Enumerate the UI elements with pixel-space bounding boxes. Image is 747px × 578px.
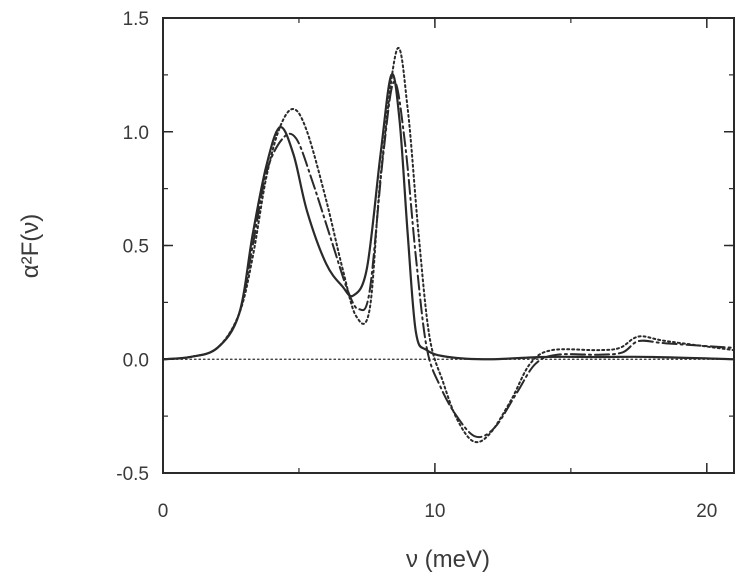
x-tick-label: 20 bbox=[696, 501, 717, 522]
tick-labels: -0.5 0.0 0.5 1.0 1.5 0 10 20 bbox=[116, 9, 717, 522]
series-line-solid bbox=[161, 73, 736, 361]
y-tick-label: 1.5 bbox=[123, 9, 149, 30]
y-axis-title: α²F(ν) bbox=[17, 214, 44, 279]
y-tick-label: 0.5 bbox=[123, 237, 149, 258]
series-line-dotted bbox=[162, 46, 735, 444]
y-tick-label: 0.0 bbox=[123, 350, 149, 371]
series bbox=[161, 46, 736, 444]
y-tick-label: -0.5 bbox=[116, 464, 149, 485]
x-tick-label: 10 bbox=[424, 501, 445, 522]
y-tick-label: 1.0 bbox=[123, 123, 149, 144]
series-line-dash-dot bbox=[162, 80, 735, 439]
x-axis-title: ν (meV) bbox=[406, 546, 490, 573]
x-tick-label: 0 bbox=[158, 501, 169, 522]
